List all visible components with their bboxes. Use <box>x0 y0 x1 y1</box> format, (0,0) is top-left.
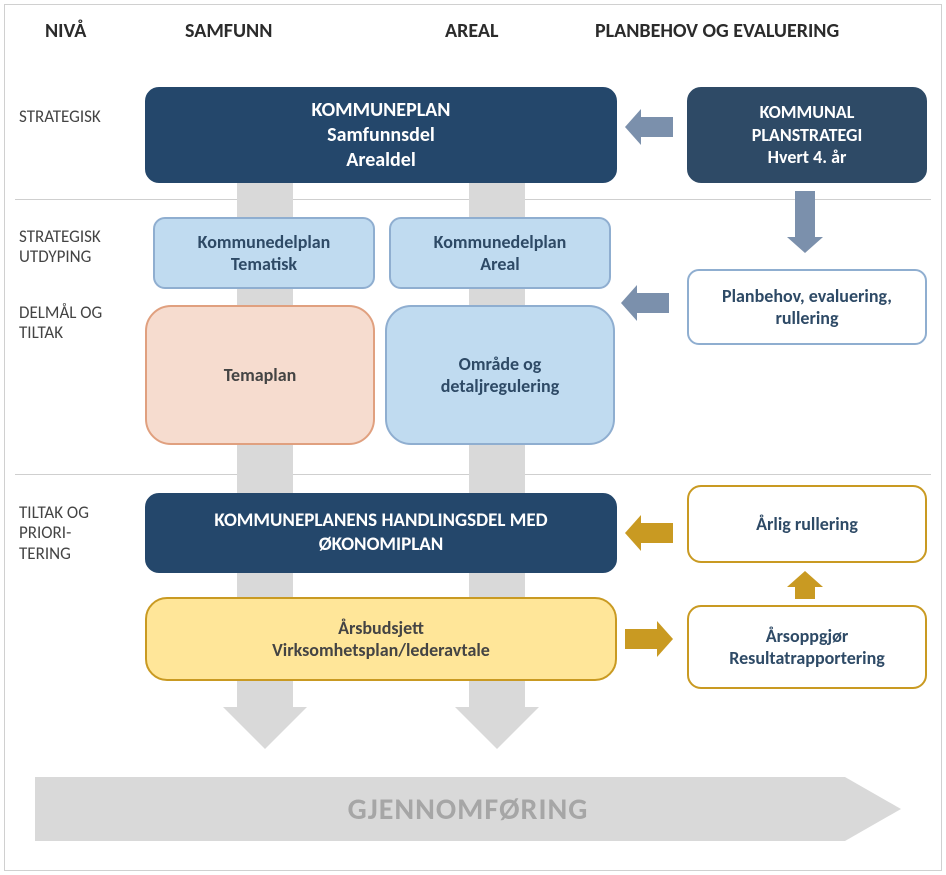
box-arlig-rullering: Årlig rullering <box>687 485 927 563</box>
flow-arrow-samfunn-head <box>223 707 307 749</box>
rowlabel-tiltak: TILTAK OG PRIORI- TERING <box>19 503 129 564</box>
box-planstrategi: KOMMUNAL PLANSTRATEGI Hvert 4. år <box>687 87 927 183</box>
rowlabel-strategisk: STRATEGISK <box>19 107 101 127</box>
box-kommunedelplan-tematisk: Kommunedelplan Tematisk <box>153 217 375 289</box>
rowlabel-delmal: DELMÅL OG TILTAK <box>19 303 139 344</box>
box-arsoppgjor: Årsoppgjør Resultatrapportering <box>687 605 927 689</box>
header-planbehov: PLANBEHOV OG EVALUERING <box>595 19 839 43</box>
bottom-banner-gjennomforing: GJENNOMFØRING <box>35 777 901 841</box>
diagram-frame: NIVÅ SAMFUNN AREAL PLANBEHOV OG EVALUERI… <box>4 4 942 871</box>
box-arsbudsjett: Årsbudsjett Virksomhetsplan/lederavtale <box>145 597 617 681</box>
rowlabel-strategisk-utdyping: STRATEGISK UTDYPING <box>19 227 139 268</box>
header-niva: NIVÅ <box>45 19 86 43</box>
box-handlingsdel: KOMMUNEPLANENS HANDLINGSDEL MED ØKONOMIP… <box>145 493 617 573</box>
box-temaplan: Temaplan <box>145 305 375 445</box>
box-kommuneplan: KOMMUNEPLAN Samfunnsdel Arealdel <box>145 87 617 183</box>
box-omrade-detaljregulering: Område og detaljregulering <box>385 305 615 445</box>
header-areal: AREAL <box>445 19 498 43</box>
header-samfunn: SAMFUNN <box>185 19 272 43</box>
flow-arrow-areal-head <box>455 707 539 749</box>
box-planbehov-evaluering: Planbehov, evaluering, rullering <box>687 269 927 345</box>
box-kommunedelplan-areal: Kommunedelplan Areal <box>389 217 611 289</box>
